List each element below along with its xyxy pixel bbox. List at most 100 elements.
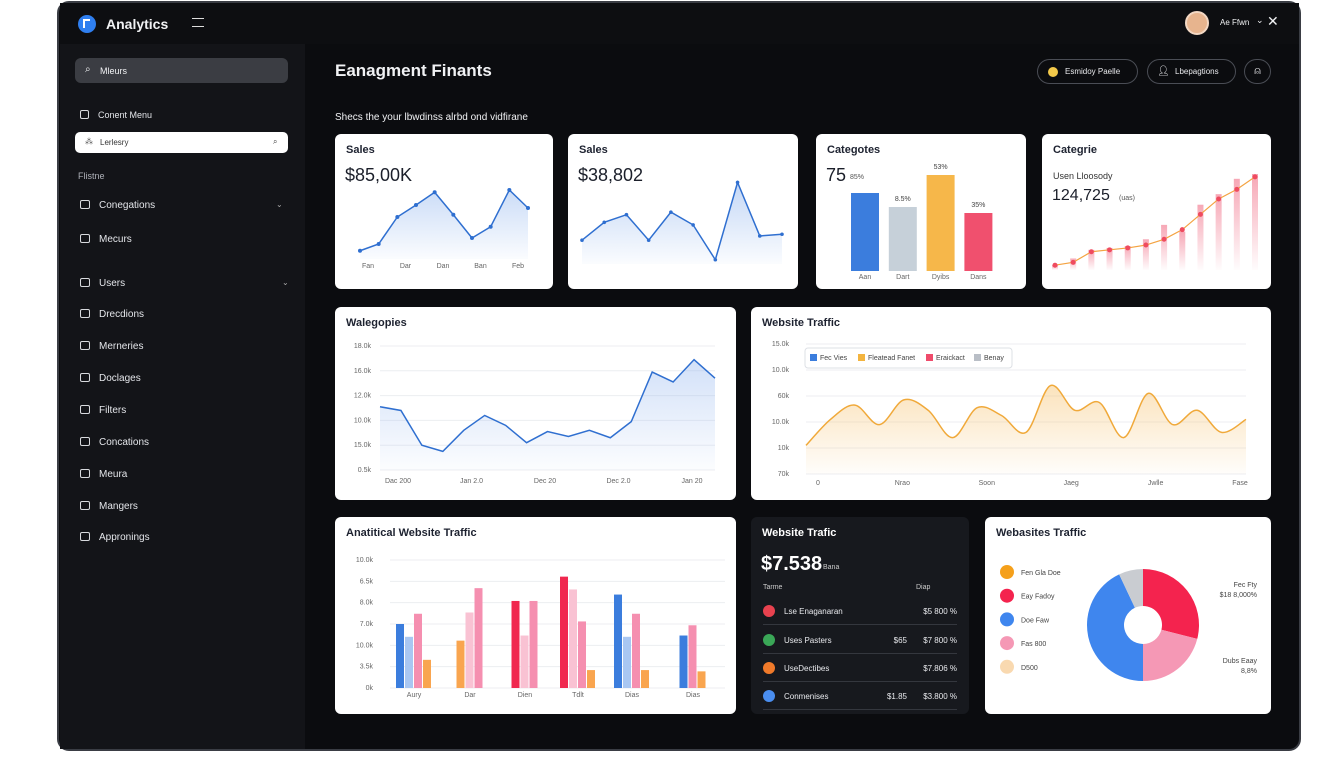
bar	[1197, 204, 1204, 270]
bar	[569, 589, 577, 688]
chart: Fen Gla Doe Eay Fadoy Doe Faw Fas 800 D500 Fe…	[1000, 565, 1258, 681]
legend-label: Doe Faw	[1021, 617, 1050, 624]
bar	[1142, 239, 1149, 270]
point	[780, 232, 784, 237]
x-tick-label: Jan 2.0	[460, 478, 483, 485]
card-title: Anatitical Website Traffic	[346, 527, 477, 539]
button[interactable]: 👤︎ Lbepagtions	[1147, 59, 1236, 84]
nav-item[interactable]: Filters	[80, 405, 126, 416]
nav-item[interactable]: Conegations ⌄	[80, 200, 283, 211]
button[interactable]: Esmidoy Paelle	[1037, 59, 1138, 84]
bar-label: 53%	[934, 164, 948, 171]
sidebar	[60, 44, 305, 749]
area	[360, 190, 528, 259]
bar	[688, 625, 697, 688]
bar	[511, 600, 520, 688]
card-value: 124,725	[1052, 187, 1110, 204]
nav-item[interactable]: Users ⌄	[80, 278, 289, 289]
nav-icon	[80, 437, 90, 446]
y-tick-label: 10.0k	[356, 557, 374, 564]
legend-label: Fec Vies	[820, 355, 848, 362]
card-value: $7.538	[761, 553, 823, 575]
bar	[520, 635, 529, 688]
legend-label: Fleatead Fanet	[868, 355, 915, 362]
x-tick-label: Tdlt	[572, 692, 584, 699]
subtitle: Shecs the your lbwdinss alrbd ond vidfir…	[335, 112, 528, 123]
y-tick-label: 15.0k	[354, 442, 372, 449]
point	[414, 203, 418, 207]
search-box[interactable]: ⌕ Mleurs	[75, 58, 288, 83]
card-unit: 85%	[850, 174, 865, 181]
chart	[1052, 174, 1258, 270]
legend-label: Fas 800	[1021, 641, 1046, 648]
card-value: $38,802	[578, 165, 644, 185]
card: Webasites Traffic Fen Gla Doe Eay Fadoy Doe…	[985, 517, 1271, 714]
nav-item[interactable]: Concations	[80, 437, 149, 448]
card: Walegopies 18.0k 16.0k 12.0k 10.0k 15.0k 0.5k D…	[335, 307, 736, 500]
bar	[614, 594, 622, 688]
y-tick-label: 8.0k	[360, 600, 374, 607]
row-value: $1.85	[886, 692, 907, 701]
point	[1125, 245, 1131, 251]
chart: 18.0k 16.0k 12.0k 10.0k 15.0k 0.5k Dac 200 Jan …	[354, 343, 716, 485]
table-row: Conmenises $1.85 $3.800 %	[763, 686, 957, 710]
chart	[580, 180, 784, 264]
x-tick-label: Ban	[474, 263, 487, 270]
nav-label: Drecdions	[99, 309, 145, 320]
nav-label: Merneries	[99, 341, 144, 352]
y-tick-label: 60k	[778, 393, 790, 400]
point	[488, 224, 493, 229]
point	[691, 223, 695, 227]
point	[432, 190, 437, 195]
nav-item[interactable]: Mecurs	[80, 234, 132, 245]
point	[757, 234, 762, 238]
bar	[560, 576, 568, 688]
nav-icon	[80, 341, 90, 350]
row-value: $5 800 %	[923, 607, 957, 616]
table-header: Tarme	[763, 584, 783, 591]
bar	[1252, 174, 1258, 270]
nav-item[interactable]: Mangers	[80, 501, 138, 512]
x-tick-label: Dec 20	[534, 478, 556, 485]
bar	[1161, 224, 1168, 270]
x-tick-label: Dar	[464, 692, 476, 699]
nav-item[interactable]: Appronings	[80, 532, 150, 543]
x-tick-label: Dac 200	[385, 478, 411, 485]
table-row: Lse Enaganaran $5 800 %	[763, 601, 957, 625]
x-tick-label: Fan	[362, 263, 374, 270]
nav-icon	[80, 278, 90, 287]
profile-button[interactable]: ⍝	[1244, 59, 1271, 84]
nav-item[interactable]: Doclages	[80, 373, 141, 384]
nav-item[interactable]: Drecdions	[80, 309, 144, 320]
y-tick-label: 10.0k	[772, 367, 790, 374]
menu-icon[interactable]	[192, 18, 204, 27]
row-icon	[763, 605, 775, 617]
row-icon	[763, 634, 775, 646]
nav-item[interactable]: Meura	[80, 469, 127, 480]
avatar[interactable]	[1185, 11, 1209, 35]
nav-item[interactable]: Merneries	[80, 341, 143, 352]
user-name[interactable]: Ae Ffwn	[1220, 18, 1250, 27]
annotation: Fec Fty	[1234, 582, 1258, 589]
chart: 10.0k 6.5k 8.0k 7.0k 10.0k 3.5k 0k Aury Dar Dien T…	[356, 557, 725, 699]
y-tick-label: 12.0k	[354, 393, 372, 400]
filter-input[interactable]: ⁂ Lerlesry ⌕	[75, 132, 288, 153]
x-tick-label: Jan 20	[681, 478, 702, 485]
card: Website Trafic $7.538 Bana Tarme Diap Lse Ena…	[751, 517, 969, 714]
nav-icon	[80, 309, 90, 318]
nav-icon	[80, 405, 90, 414]
bar	[888, 207, 917, 271]
line	[805, 384, 1247, 446]
point	[602, 220, 607, 225]
card-title: Sales	[346, 144, 375, 156]
point	[735, 180, 740, 185]
chevron[interactable]: ⌄	[1256, 15, 1264, 25]
point	[1179, 227, 1185, 233]
bar	[405, 636, 413, 688]
legend-label: Fen Gla Doe	[1021, 570, 1061, 577]
bar	[679, 635, 688, 688]
donut-slice	[1143, 569, 1199, 639]
legend-swatch	[974, 354, 981, 361]
close[interactable]: ✕	[1267, 13, 1279, 29]
bar	[1088, 249, 1095, 270]
